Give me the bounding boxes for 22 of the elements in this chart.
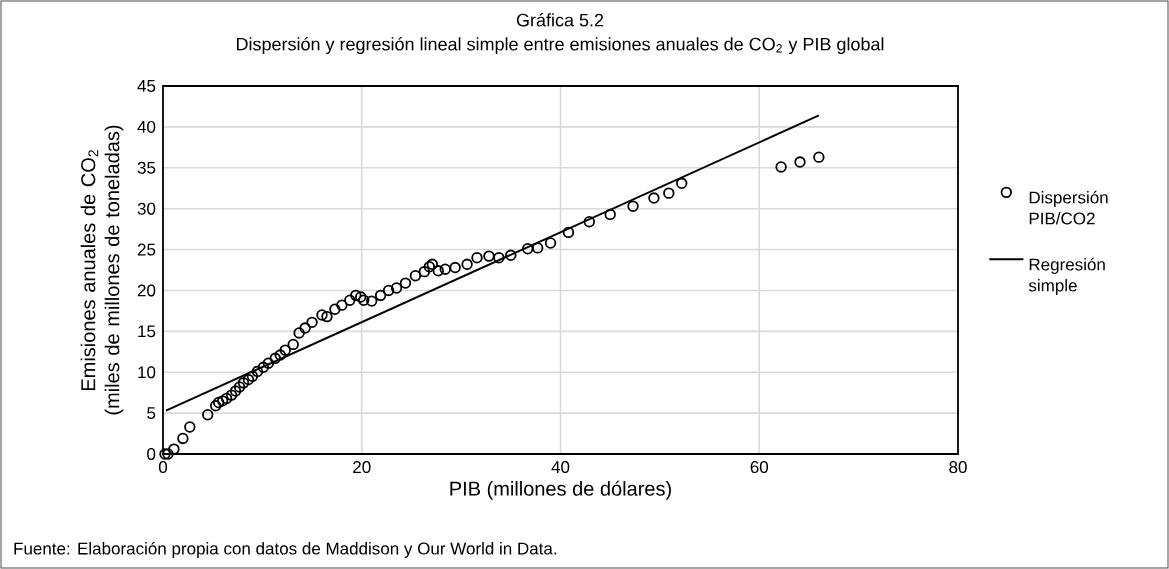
x-tick-label: 0	[158, 461, 168, 474]
legend-label: Regresión simple	[1028, 257, 1105, 295]
legend-label: Dispersión PIB/CO2	[1029, 190, 1108, 225]
y-tick-label: 20	[137, 284, 156, 297]
y-tick-label: 5	[147, 407, 156, 420]
y-tick-label: 25	[137, 243, 156, 256]
y-axis-title: Emisiones anuales de CO$_{2}$ (miles de millones de toneladas)	[80, 125, 124, 415]
x-tick-label: 80	[949, 461, 967, 474]
y-tick-label: 35	[137, 161, 156, 174]
y-tick-label: 15	[138, 325, 156, 338]
chart-subtitle: Dispersión y regresión lineal simple entre emisiones anuales de CO$_{2}$ y PIB global	[236, 37, 884, 55]
x-axis-title: PIB (millones de dólares)	[450, 480, 671, 500]
y-tick-label: 45	[137, 80, 156, 92]
y-tick-label: 40	[137, 120, 156, 133]
y-tick-label: 0	[147, 447, 156, 461]
x-tick-label: 20	[353, 461, 371, 474]
y-tick-label: 30	[137, 202, 156, 215]
y-tick-label: 10	[138, 366, 156, 379]
source-note: Fuente: Elaboración propia con datos de Maddison y Our World in Data.	[14, 541, 557, 558]
x-tick-label: 40	[551, 461, 570, 474]
x-tick-label: 60	[750, 461, 769, 474]
chart-title: Gráfica 5.2	[516, 13, 604, 27]
